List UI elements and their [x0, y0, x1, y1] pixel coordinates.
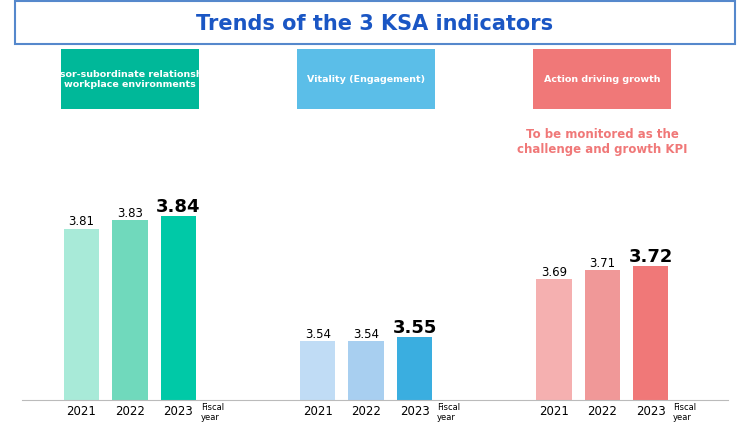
Text: 3.81: 3.81 — [68, 215, 94, 228]
Bar — [633, 267, 668, 400]
Bar — [64, 229, 99, 400]
Bar — [160, 217, 196, 400]
Text: Vitality (Engagement): Vitality (Engagement) — [307, 75, 425, 84]
Text: 3.69: 3.69 — [541, 265, 567, 278]
Text: 3.83: 3.83 — [117, 207, 143, 220]
Bar — [349, 341, 384, 400]
Text: 3.84: 3.84 — [156, 197, 201, 215]
Bar — [584, 271, 620, 400]
Bar — [536, 279, 572, 400]
Text: 3.72: 3.72 — [628, 247, 673, 265]
Text: Fiscal
year: Fiscal year — [437, 402, 460, 421]
Text: 3.54: 3.54 — [304, 327, 331, 341]
Bar — [300, 341, 335, 400]
Text: Trends of the 3 KSA indicators: Trends of the 3 KSA indicators — [196, 14, 554, 34]
Bar — [397, 338, 432, 400]
Text: 3.55: 3.55 — [392, 318, 436, 336]
Text: 3.71: 3.71 — [590, 257, 616, 270]
Text: Fiscal
year: Fiscal year — [201, 402, 224, 421]
Text: Supervisor-subordinate relationships and
workplace environments: Supervisor-subordinate relationships and… — [19, 70, 242, 89]
Text: Fiscal
year: Fiscal year — [674, 402, 696, 421]
Text: 3.54: 3.54 — [353, 327, 380, 341]
Text: Action driving growth: Action driving growth — [544, 75, 661, 84]
Bar — [112, 221, 148, 400]
Text: To be monitored as the
challenge and growth KPI: To be monitored as the challenge and gro… — [517, 128, 688, 156]
